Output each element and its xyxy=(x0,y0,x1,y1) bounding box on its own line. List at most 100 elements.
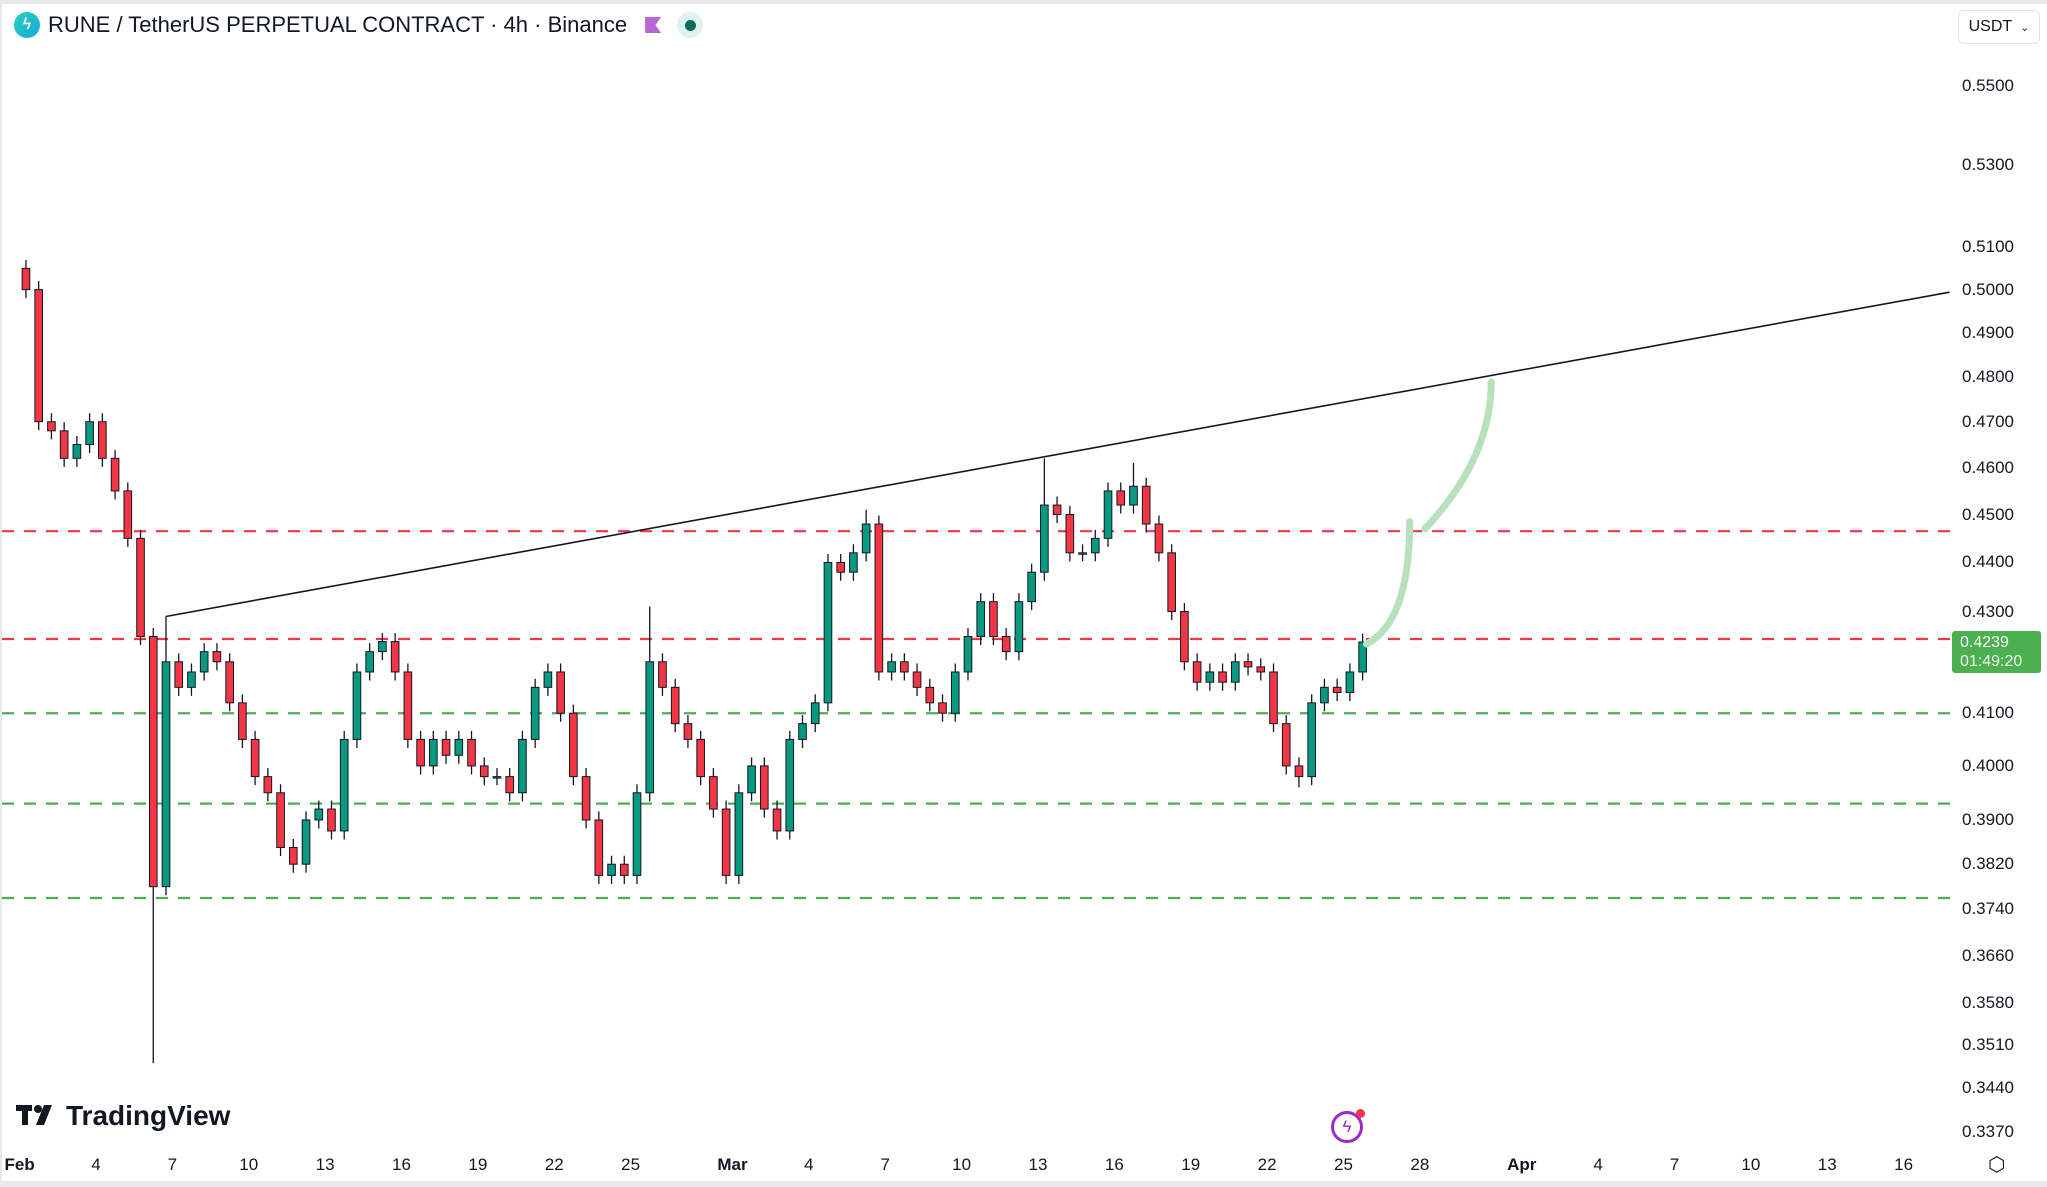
candle-body xyxy=(314,808,324,821)
candle-body xyxy=(594,819,604,876)
logo-text: TradingView xyxy=(66,1100,231,1131)
candle-body xyxy=(250,738,260,778)
candle-body xyxy=(1205,671,1215,683)
candle-body xyxy=(238,702,247,740)
time-tick-label: 10 xyxy=(239,1155,259,1174)
price-tick-label: 0.3820 xyxy=(1962,854,2014,874)
candle-body xyxy=(301,819,311,865)
price-tick-label: 0.4000 xyxy=(1962,755,2014,775)
candle-body xyxy=(874,523,884,673)
candle-body xyxy=(836,561,846,573)
candle-body xyxy=(1027,571,1036,603)
candle-body xyxy=(174,661,184,688)
candle-body xyxy=(670,686,680,725)
candle-body xyxy=(530,686,540,740)
candle-body xyxy=(887,661,896,673)
candle-body xyxy=(798,723,807,740)
candle-body xyxy=(989,601,998,638)
bottom-border xyxy=(0,1181,2047,1187)
candle-body xyxy=(1230,661,1240,683)
candle-body xyxy=(1269,671,1278,725)
candle-body xyxy=(187,671,196,688)
candle-body xyxy=(810,702,820,725)
time-tick-label: 22 xyxy=(1257,1155,1277,1174)
price-tick-label: 0.4100 xyxy=(1962,703,2014,723)
last-price: 0.4239 xyxy=(1960,634,2009,651)
time-tick-label: 13 xyxy=(315,1155,335,1174)
candle-body xyxy=(785,738,795,832)
market-status-icon[interactable] xyxy=(677,12,704,38)
time-tick-label: 16 xyxy=(392,1155,411,1174)
projection-path xyxy=(1421,378,1495,533)
time-tick-label: 16 xyxy=(1104,1155,1124,1174)
settings-icon[interactable]: ⬡ xyxy=(1988,1154,2006,1176)
candle-body xyxy=(98,421,107,459)
candle-body xyxy=(823,561,833,704)
chart-title[interactable]: RUNE / TetherUS PERPETUAL CONTRACT · 4h … xyxy=(48,12,628,37)
time-tick-label: Feb xyxy=(4,1155,35,1174)
time-tick-label: 4 xyxy=(804,1155,814,1174)
candle-body xyxy=(1180,611,1189,663)
candle-body xyxy=(938,702,947,714)
candle-body xyxy=(199,651,209,673)
time-tick-label: 4 xyxy=(1593,1155,1603,1174)
candle-body xyxy=(59,430,69,459)
candle-body xyxy=(1218,671,1227,683)
price-tick-label: 0.3510 xyxy=(1962,1034,2014,1054)
candle-body xyxy=(378,641,387,653)
candle-body xyxy=(390,641,400,673)
candle-body xyxy=(1001,636,1011,653)
candle-body xyxy=(1320,686,1329,704)
price-tick-label: 0.3900 xyxy=(1962,809,2014,829)
candle-body xyxy=(619,863,629,876)
candle-body xyxy=(403,671,413,740)
candle-body xyxy=(709,776,718,810)
candle-body xyxy=(34,289,44,423)
time-tick-label: 7 xyxy=(167,1155,178,1174)
candle-body xyxy=(21,267,31,291)
candle-body xyxy=(441,738,451,756)
candle-body xyxy=(1332,686,1342,693)
candle-body xyxy=(467,738,476,767)
candle-body xyxy=(72,444,82,459)
currency-button[interactable]: USDT ⌄ xyxy=(1958,10,2040,44)
tradingview-logo[interactable]: TradingView xyxy=(16,1100,230,1132)
candle-body xyxy=(212,651,222,663)
candle-body xyxy=(1014,601,1024,653)
candle-body xyxy=(148,636,158,888)
time-tick-label: 28 xyxy=(1410,1155,1430,1174)
tradingview-logo-icon xyxy=(16,1105,52,1125)
candle-body xyxy=(925,686,935,704)
candle-body xyxy=(645,661,655,794)
candle-body xyxy=(123,490,133,539)
candle-body xyxy=(365,651,374,673)
time-tick-label: 25 xyxy=(621,1155,641,1174)
candle-body xyxy=(492,776,502,779)
candle-body xyxy=(327,808,336,832)
candle-body xyxy=(543,671,553,688)
flag-icon[interactable] xyxy=(645,17,662,33)
candle-body xyxy=(1154,523,1164,554)
trendline xyxy=(165,291,1950,618)
projection-path xyxy=(1362,518,1414,648)
time-tick-label: 22 xyxy=(544,1155,564,1174)
price-tick-label: 0.3660 xyxy=(1962,945,2014,965)
candle-body xyxy=(581,776,591,821)
time-tick-label: 10 xyxy=(952,1155,972,1174)
candle-body xyxy=(734,792,744,876)
candle-body xyxy=(1103,490,1113,539)
candle-body xyxy=(1129,485,1138,506)
chevron-down-icon: ⌄ xyxy=(2020,21,2030,34)
candle-body xyxy=(912,671,922,688)
candle-body xyxy=(1167,552,1176,613)
bar-countdown: 01:49:20 xyxy=(1960,653,2023,670)
price-tick-label: 0.3370 xyxy=(1962,1121,2014,1141)
lightning-icon[interactable]: ϟ xyxy=(1331,1109,1365,1143)
candle-body xyxy=(225,661,234,704)
price-tick-label: 0.3740 xyxy=(1962,899,2014,919)
candle-body xyxy=(1052,504,1062,516)
candle-body xyxy=(1243,661,1253,668)
price-tick-label: 0.4300 xyxy=(1962,601,2014,621)
price-tick-label: 0.4400 xyxy=(1962,552,2014,572)
